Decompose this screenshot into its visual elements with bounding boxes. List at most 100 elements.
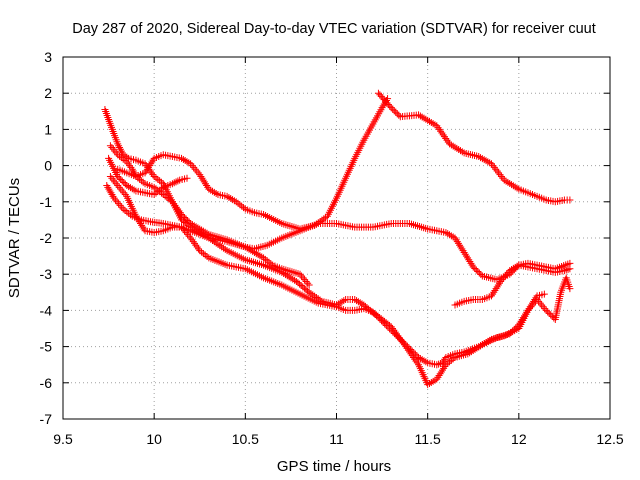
data-point	[449, 233, 457, 241]
data-point	[499, 174, 507, 182]
data-point	[457, 243, 465, 251]
data-point	[229, 196, 237, 204]
data-point	[422, 115, 430, 123]
data-point	[525, 305, 533, 313]
y-tick-label: -4	[40, 302, 53, 318]
data-point	[452, 236, 460, 244]
data-point	[562, 266, 570, 274]
data-point	[106, 172, 114, 180]
data-point	[123, 158, 131, 166]
data-point	[453, 238, 461, 246]
data-point	[469, 263, 477, 271]
data-point	[522, 310, 530, 318]
data-point	[135, 218, 143, 226]
data-point	[147, 160, 155, 168]
data-point	[566, 196, 574, 204]
data-point	[120, 178, 128, 186]
data-point	[498, 276, 506, 284]
data-point	[184, 230, 192, 238]
data-point	[478, 155, 486, 163]
data-point	[126, 211, 134, 219]
data-point	[178, 210, 186, 218]
data-point	[506, 267, 514, 275]
data-point	[354, 298, 362, 306]
data-point	[451, 143, 459, 151]
data-point	[456, 241, 464, 249]
data-point	[378, 104, 386, 112]
data-point	[509, 182, 517, 190]
data-point	[437, 368, 445, 376]
y-tick-label: -5	[40, 339, 53, 355]
data-point	[464, 350, 472, 358]
data-point	[529, 299, 537, 307]
data-point	[492, 165, 500, 173]
data-point	[254, 251, 262, 259]
data-point	[446, 358, 454, 366]
data-point	[475, 269, 483, 277]
x-tick-label: 11.5	[415, 431, 441, 447]
data-point	[136, 220, 144, 228]
data-point	[190, 163, 198, 171]
data-point	[314, 219, 322, 227]
data-point	[194, 169, 202, 177]
y-tick-label: -6	[40, 375, 53, 391]
data-point	[107, 189, 115, 197]
y-tick-label: 3	[44, 49, 52, 65]
data-point	[182, 229, 190, 237]
data-point	[118, 203, 126, 211]
data-point	[504, 268, 512, 276]
data-point	[441, 363, 449, 371]
data-point	[395, 111, 403, 119]
data-point	[400, 341, 408, 349]
data-point	[185, 159, 193, 167]
data-point	[175, 207, 183, 215]
data-point	[418, 113, 426, 121]
data-point	[440, 364, 448, 372]
data-point	[182, 215, 190, 223]
data-point	[439, 357, 447, 365]
data-point	[461, 250, 469, 258]
data-point	[424, 381, 432, 389]
data-point	[132, 172, 140, 180]
data-point	[351, 296, 359, 304]
x-tick-label: 9.5	[53, 431, 73, 447]
data-point	[121, 206, 129, 214]
data-point	[458, 148, 466, 156]
data-point	[475, 343, 483, 351]
data-point	[179, 225, 187, 233]
data-point	[252, 250, 260, 258]
data-point	[183, 158, 191, 166]
data-point	[437, 127, 445, 135]
plot-frame	[62, 56, 611, 420]
data-point	[444, 230, 452, 238]
data-point	[126, 162, 134, 170]
data-point	[566, 285, 574, 293]
data-point	[469, 346, 477, 354]
data-point	[399, 339, 407, 347]
data-point	[393, 330, 401, 338]
data-point	[139, 178, 147, 186]
data-point	[170, 179, 178, 187]
data-point	[379, 102, 387, 110]
data-point	[106, 187, 114, 195]
data-point	[409, 353, 417, 361]
data-point	[435, 372, 443, 380]
data-point	[201, 180, 209, 188]
data-point	[490, 163, 498, 171]
data-point	[429, 377, 437, 385]
data-point	[542, 306, 550, 314]
data-point	[108, 191, 116, 199]
data-point	[104, 183, 112, 191]
data-point	[194, 224, 202, 232]
data-point	[434, 373, 442, 381]
data-point	[336, 299, 344, 307]
data-point	[471, 345, 479, 353]
data-point	[124, 160, 132, 168]
data-point	[416, 112, 424, 120]
data-point	[144, 163, 152, 171]
data-point	[123, 182, 131, 190]
data-point	[197, 172, 205, 180]
data-point	[198, 174, 206, 182]
data-point	[121, 191, 129, 199]
data-point	[128, 165, 136, 173]
